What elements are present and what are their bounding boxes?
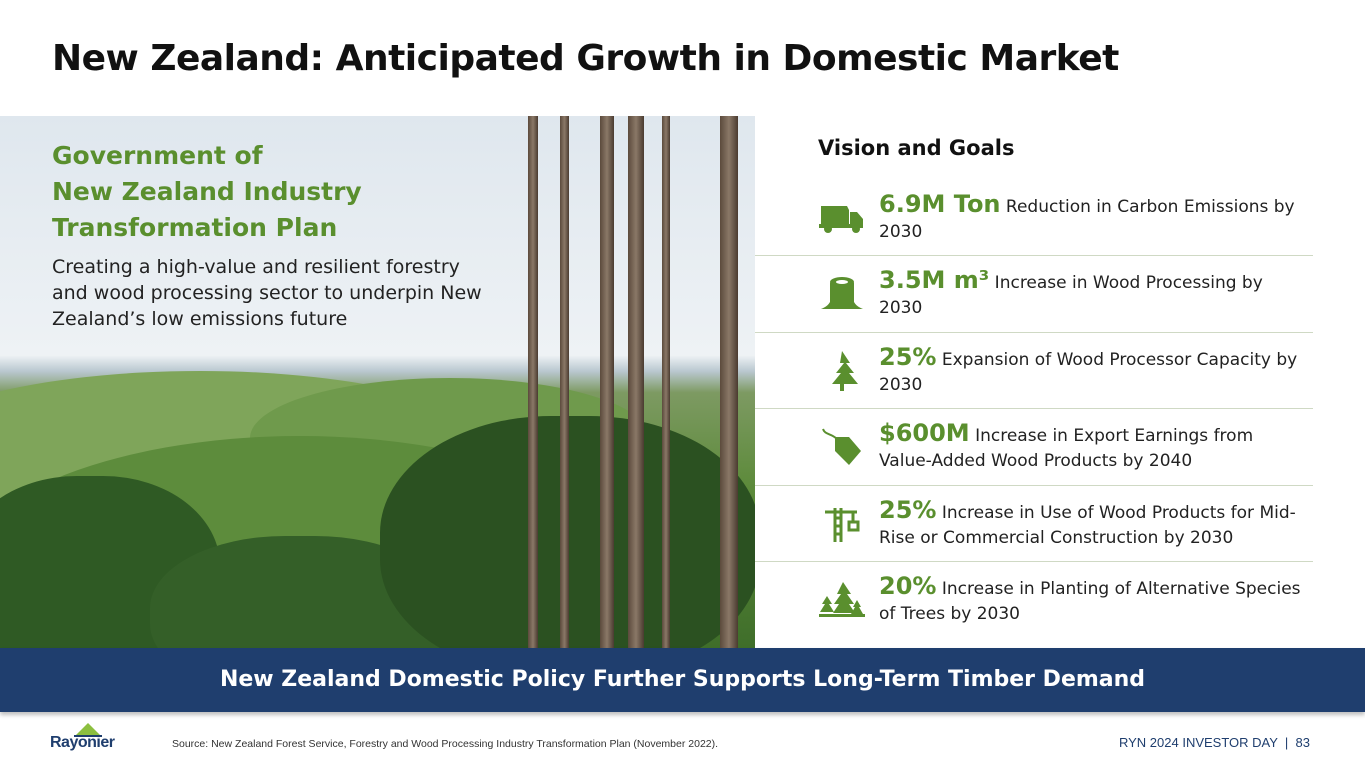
plan-heading: Government of New Zealand Industry Trans… (52, 138, 362, 246)
key-takeaway-banner: New Zealand Domestic Policy Further Supp… (0, 648, 1365, 712)
rayonier-logo: Rayonier (50, 722, 130, 754)
goal-value: 25% (879, 342, 937, 371)
goal-value: 25% (879, 495, 937, 524)
footer-event-page: RYN 2024 INVESTOR DAY | 83 (1118, 735, 1310, 750)
construction-crane-icon (825, 507, 860, 542)
goal-item: $600M Increase in Export Earnings from V… (755, 409, 1313, 486)
goal-value: $600M (879, 419, 970, 448)
vision-heading: Vision and Goals (818, 136, 1015, 160)
goals-list: 6.9M Ton Reduction in Carbon Emissions b… (755, 180, 1313, 638)
goal-text: Expansion of Wood Processor Capacity by … (879, 349, 1298, 395)
source-note: Source: New Zealand Forest Service, Fore… (172, 738, 719, 750)
pine-tree-icon (832, 350, 858, 391)
goal-value: 3.5M m³ (879, 266, 990, 295)
goal-item: 25% Increase in Use of Wood Products for… (755, 486, 1313, 562)
slide-title: New Zealand: Anticipated Growth in Domes… (52, 38, 1119, 79)
goal-text: Increase in Use of Wood Products for Mid… (879, 502, 1296, 548)
goal-value: 20% (879, 571, 937, 600)
plan-heading-line: Government of (52, 141, 263, 170)
goal-text: Increase in Wood Processing by 2030 (879, 273, 1263, 319)
logo-text: Rayonier (50, 734, 115, 751)
goal-item: 3.5M m³ Increase in Wood Processing by 2… (755, 256, 1313, 333)
goal-text: Increase in Planting of Alternative Spec… (879, 578, 1301, 624)
goal-value: 6.9M Ton (879, 190, 1001, 218)
goal-item: 20% Increase in Planting of Alternative … (755, 562, 1313, 638)
plan-description: Creating a high-value and resilient fore… (52, 256, 482, 330)
logo-mark-icon (74, 723, 102, 737)
tree-stump-icon (821, 277, 863, 310)
goal-text: Reduction in Carbon Emissions by 2030 (879, 197, 1295, 242)
goal-text: Increase in Export Earnings from Value-A… (879, 426, 1254, 472)
forest-icon (819, 581, 865, 617)
price-tag-icon (822, 428, 861, 466)
dump-truck-icon (819, 206, 863, 233)
plan-heading-line: Transformation Plan (52, 213, 338, 242)
plan-heading-line: New Zealand Industry (52, 177, 362, 206)
forest-landscape-photo (0, 116, 755, 648)
goal-item: 25% Expansion of Wood Processor Capacity… (755, 333, 1313, 410)
goal-item: 6.9M Ton Reduction in Carbon Emissions b… (755, 180, 1313, 257)
